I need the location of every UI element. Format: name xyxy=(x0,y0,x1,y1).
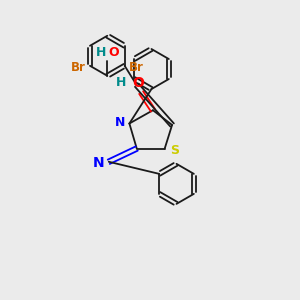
Text: O: O xyxy=(132,76,144,90)
Text: Br: Br xyxy=(129,61,144,74)
Text: N: N xyxy=(115,116,125,128)
Text: H: H xyxy=(116,76,126,89)
Text: N: N xyxy=(93,156,104,170)
Text: H: H xyxy=(95,46,106,59)
Text: S: S xyxy=(170,144,179,158)
Text: Br: Br xyxy=(71,61,86,74)
Text: O: O xyxy=(109,46,119,59)
